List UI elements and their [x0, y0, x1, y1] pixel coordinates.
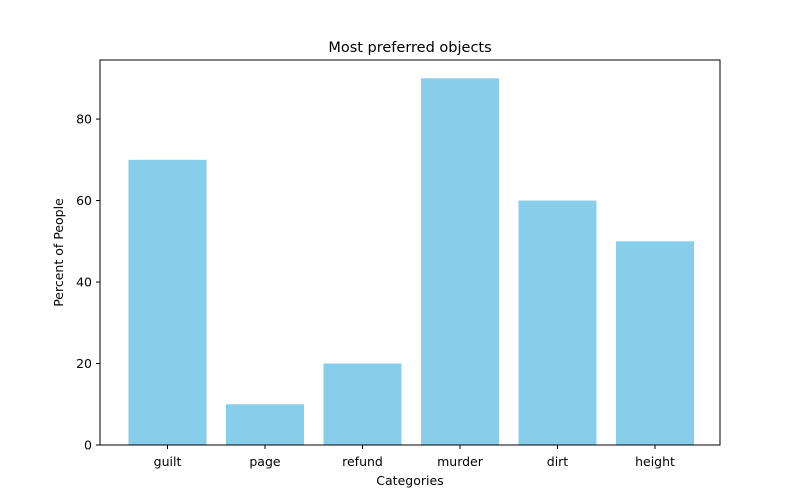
bar-murder	[421, 78, 499, 445]
x-tick-label-guilt: guilt	[154, 454, 182, 469]
y-axis-label: Percent of People	[51, 198, 66, 307]
x-tick-label-page: page	[249, 454, 281, 469]
bar-refund	[323, 363, 402, 445]
y-tick-label-20: 20	[76, 356, 92, 371]
x-tick-label-height: height	[635, 454, 675, 469]
bar-page	[226, 404, 304, 445]
y-tick-label-80: 80	[76, 112, 92, 127]
plot-frame	[99, 59, 721, 446]
x-axis-label: Categories	[376, 473, 443, 488]
bar-height	[616, 241, 694, 445]
y-tick-label-0: 0	[84, 438, 92, 453]
bar-guilt	[128, 159, 207, 445]
bar-dirt	[518, 200, 597, 445]
y-tick-label-60: 60	[76, 193, 92, 208]
bars-layer	[128, 78, 694, 445]
x-tick-label-refund: refund	[342, 454, 383, 469]
y-axis-ticks: 0 20 40 60 80	[76, 112, 100, 453]
x-axis-ticks: guilt page refund murder dirt height	[154, 445, 675, 469]
chart-title: Most preferred objects	[328, 40, 491, 56]
x-tick-label-murder: murder	[437, 454, 484, 469]
x-tick-label-dirt: dirt	[547, 454, 569, 469]
y-tick-label-40: 40	[76, 275, 92, 290]
